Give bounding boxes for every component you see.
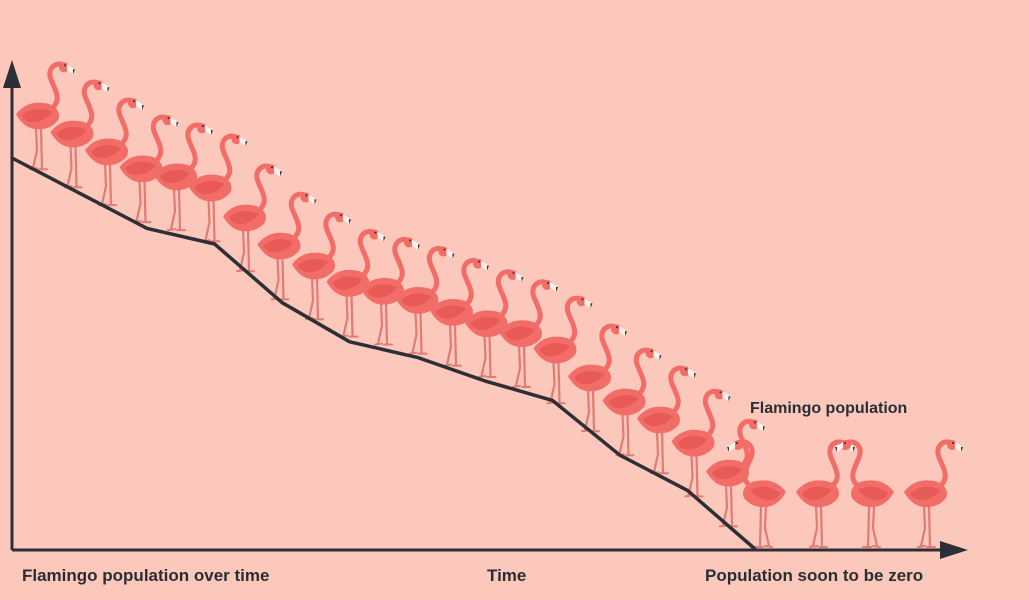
flamingo-icon bbox=[533, 295, 593, 405]
flamingo-icon bbox=[85, 97, 144, 207]
flamingo-icon bbox=[16, 61, 75, 171]
flamingo-icon bbox=[50, 79, 110, 189]
flamingo-icon bbox=[154, 122, 213, 232]
x-axis-label: Time bbox=[487, 566, 527, 585]
flamingo-icon bbox=[464, 269, 524, 378]
flamingo-icon bbox=[727, 439, 786, 548]
flamingo-icon bbox=[602, 347, 662, 457]
flamingo-icon bbox=[796, 439, 855, 548]
flamingo-icon bbox=[292, 211, 351, 321]
flamingo-icon bbox=[326, 228, 386, 338]
x-axis-arrowhead bbox=[940, 541, 968, 559]
flamingo-icon bbox=[361, 236, 420, 346]
flamingo-icon bbox=[671, 388, 731, 498]
flamingo-icon bbox=[257, 191, 317, 301]
flamingo-icon bbox=[395, 245, 455, 355]
series-label: Flamingo population bbox=[750, 400, 908, 417]
chart-caption-right: Population soon to be zero bbox=[705, 566, 924, 585]
flamingo-flock bbox=[16, 61, 963, 548]
flamingo-icon bbox=[835, 439, 894, 548]
flamingo-icon bbox=[706, 418, 765, 528]
population-line bbox=[10, 156, 757, 551]
flamingo-icon bbox=[499, 279, 558, 388]
flamingo-icon bbox=[568, 323, 627, 433]
y-axis-arrowhead bbox=[3, 60, 21, 88]
flamingo-icon bbox=[119, 114, 179, 224]
flamingo-icon bbox=[904, 439, 963, 548]
chart-caption-left: Flamingo population over time bbox=[22, 566, 270, 585]
flamingo-icon bbox=[430, 257, 489, 367]
flamingo-icon bbox=[637, 365, 696, 475]
